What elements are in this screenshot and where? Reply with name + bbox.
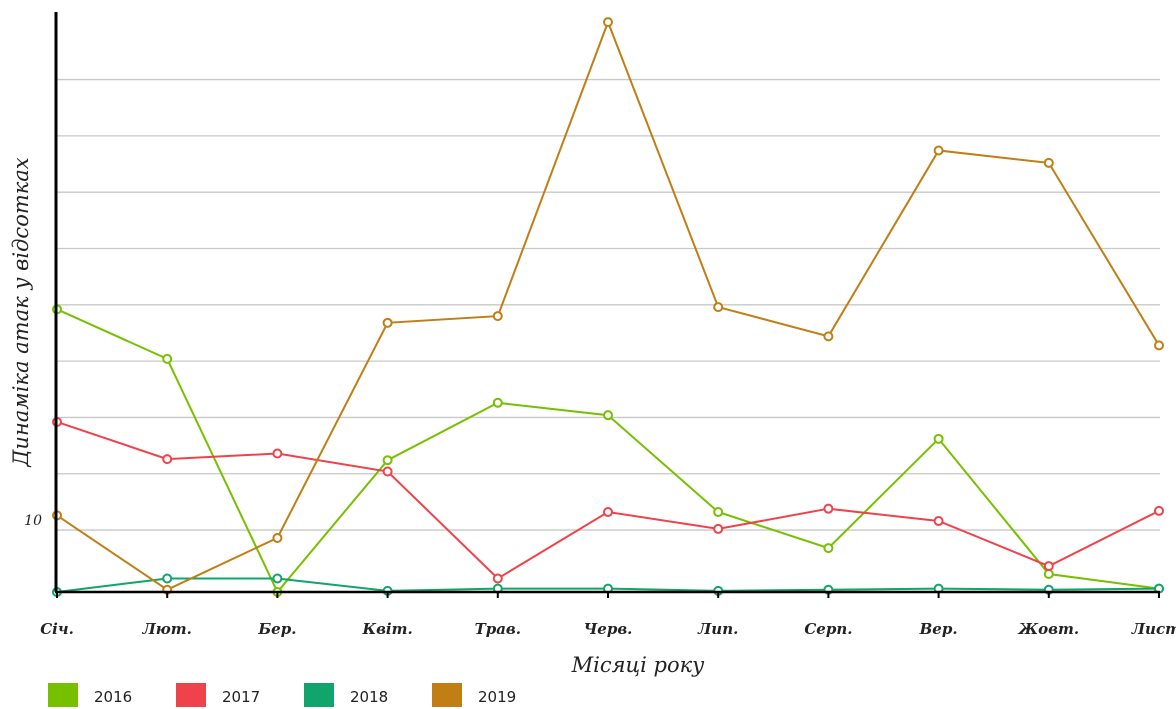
x-tick-label: Черв. — [584, 620, 633, 638]
series-line — [56, 420, 1160, 580]
data-point — [933, 516, 944, 527]
x-tick-label: Квіт. — [361, 620, 412, 638]
legend-label: 2018 — [350, 688, 388, 706]
data-point — [603, 17, 613, 28]
x-tick-label: Трав. — [475, 620, 521, 638]
x-tick-label: Лист. — [1131, 620, 1176, 638]
legend-item: 2016 — [48, 683, 132, 707]
legend-label: 2017 — [222, 688, 260, 706]
data-point — [492, 573, 503, 584]
data-point — [162, 573, 173, 584]
x-tick-labels: Січ. Лют. Бер. Квіт. Трав. Черв. Лип. Серп. Вер.… — [40, 592, 1176, 638]
data-point — [382, 455, 393, 466]
data-point — [272, 448, 283, 459]
legend-label: 2019 — [478, 688, 516, 706]
data-point — [1043, 568, 1054, 579]
gridlines — [56, 78, 1160, 531]
legend: 2016 2017 2018 2019 — [48, 683, 516, 707]
data-point — [1043, 157, 1054, 168]
series-line — [56, 19, 1160, 591]
y-tick-label: 10 — [24, 513, 42, 529]
x-tick-label: Лип. — [697, 620, 738, 638]
y-tick-labels: 10 — [24, 513, 42, 529]
data-point — [382, 466, 393, 477]
series-layer — [52, 17, 1164, 597]
data-point — [933, 433, 944, 444]
data-point — [713, 523, 724, 534]
legend-item: 2019 — [432, 683, 516, 707]
x-tick-label: Серп. — [804, 620, 852, 638]
data-point — [1043, 561, 1054, 572]
data-point — [933, 145, 944, 156]
y-axis-title: Динаміка атак у відсотках — [9, 157, 33, 467]
x-tick-label: Жовт. — [1017, 620, 1079, 638]
legend-swatch — [176, 683, 206, 707]
data-point — [272, 532, 283, 543]
legend-item: 2017 — [176, 683, 260, 707]
data-point — [823, 503, 834, 514]
x-tick-label: Лют. — [142, 620, 192, 638]
x-tick-label: Бер. — [257, 620, 296, 638]
data-point — [492, 397, 503, 408]
data-point — [713, 302, 724, 313]
data-point — [713, 507, 724, 518]
series-2016 — [52, 304, 1164, 597]
legend-swatch — [48, 683, 78, 707]
data-point — [162, 454, 173, 465]
data-point — [162, 353, 173, 364]
legend-swatch — [304, 683, 334, 707]
data-point — [823, 331, 834, 342]
data-point — [272, 573, 283, 584]
data-point — [1154, 340, 1164, 351]
series-2017 — [52, 416, 1164, 584]
data-point — [1154, 505, 1164, 516]
data-point — [603, 507, 613, 518]
legend-item: 2018 — [304, 683, 388, 707]
series-line — [56, 308, 1160, 594]
x-tick-label: Січ. — [40, 620, 74, 638]
legend-swatch — [432, 683, 462, 707]
x-tick-label: Вер. — [919, 620, 958, 638]
x-axis-title: Місяці року — [571, 653, 706, 677]
data-point — [382, 317, 393, 328]
data-point — [603, 410, 613, 421]
data-point — [492, 311, 503, 322]
legend-label: 2016 — [94, 688, 132, 706]
data-point — [823, 543, 834, 554]
